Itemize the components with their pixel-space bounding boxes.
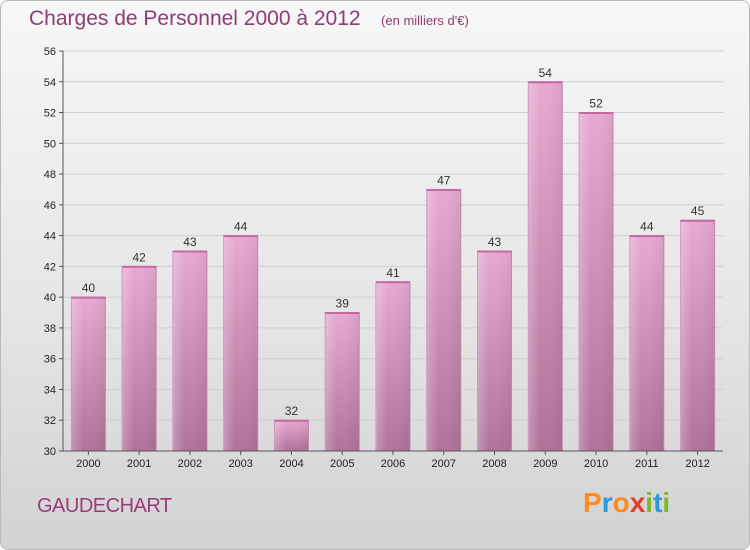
y-tick-label: 48 [44, 169, 56, 181]
y-tick-label: 40 [44, 292, 56, 304]
x-tick-label: 2008 [482, 458, 506, 470]
bar-shine [223, 235, 258, 451]
x-tick-label: 2001 [127, 458, 151, 470]
x-tick-label: 2007 [432, 458, 456, 470]
x-tick-label: 2004 [279, 458, 303, 470]
logo-letter: t [653, 487, 663, 518]
bar-shine [579, 112, 614, 452]
x-tick-label: 2000 [76, 458, 100, 470]
x-tick-label: 2011 [635, 458, 659, 470]
chart-title-block: Charges de Personnel 2000 à 2012 (en mil… [29, 7, 469, 31]
y-tick-label: 36 [44, 354, 56, 366]
x-tick-label: 2010 [584, 458, 608, 470]
y-tick-label: 56 [44, 46, 56, 58]
y-tick-label: 52 [44, 108, 56, 120]
bar-shine [680, 220, 715, 451]
logo-letter: x [629, 487, 646, 518]
bar-shine [528, 81, 563, 452]
data-label: 42 [132, 250, 146, 264]
data-label: 45 [691, 204, 705, 218]
bar-shine [477, 251, 512, 451]
logo-letter: P [583, 487, 602, 518]
logo-letter: i [645, 487, 654, 518]
bar-shine [172, 251, 207, 451]
data-label: 43 [488, 235, 502, 249]
bar-shine [376, 281, 410, 451]
proxiti-logo[interactable]: Proxiti [583, 487, 670, 519]
x-tick-label: 2009 [533, 458, 557, 470]
data-label: 54 [539, 66, 553, 80]
data-label: 44 [234, 220, 248, 234]
x-tick-label: 2005 [330, 458, 354, 470]
chart-unit: (en milliers d'€) [381, 13, 469, 28]
data-label: 44 [640, 220, 654, 234]
logo-letter: r [601, 487, 613, 518]
y-tick-label: 44 [44, 231, 56, 243]
bar-shine [122, 266, 157, 451]
bar-shine [426, 189, 461, 451]
y-tick-label: 30 [44, 446, 56, 458]
y-tick-label: 32 [44, 415, 56, 427]
data-label: 41 [386, 266, 400, 280]
logo-letter: o [612, 487, 630, 518]
bar-shine [274, 420, 309, 451]
data-label: 47 [437, 173, 451, 187]
data-label: 39 [336, 297, 350, 311]
data-label: 32 [285, 404, 299, 418]
x-tick-label: 2012 [685, 458, 709, 470]
y-tick-label: 50 [44, 138, 56, 150]
x-tick-label: 2006 [381, 458, 405, 470]
y-tick-label: 54 [44, 77, 56, 89]
bar-shine [71, 297, 106, 451]
y-tick-label: 34 [44, 384, 56, 396]
x-tick-label: 2003 [228, 458, 252, 470]
y-tick-label: 42 [44, 261, 56, 273]
data-label: 43 [183, 235, 197, 249]
chart-title: Charges de Personnel 2000 à 2012 [29, 7, 361, 30]
data-label: 52 [589, 97, 603, 111]
town-name: GAUDECHART [37, 495, 172, 517]
data-label: 40 [82, 281, 96, 295]
y-tick-label: 46 [44, 200, 56, 212]
x-tick-label: 2002 [178, 458, 202, 470]
logo-letter: i [662, 487, 671, 518]
y-tick-label: 38 [44, 323, 56, 335]
bar-shine [629, 235, 664, 451]
bar-shine [325, 312, 360, 451]
